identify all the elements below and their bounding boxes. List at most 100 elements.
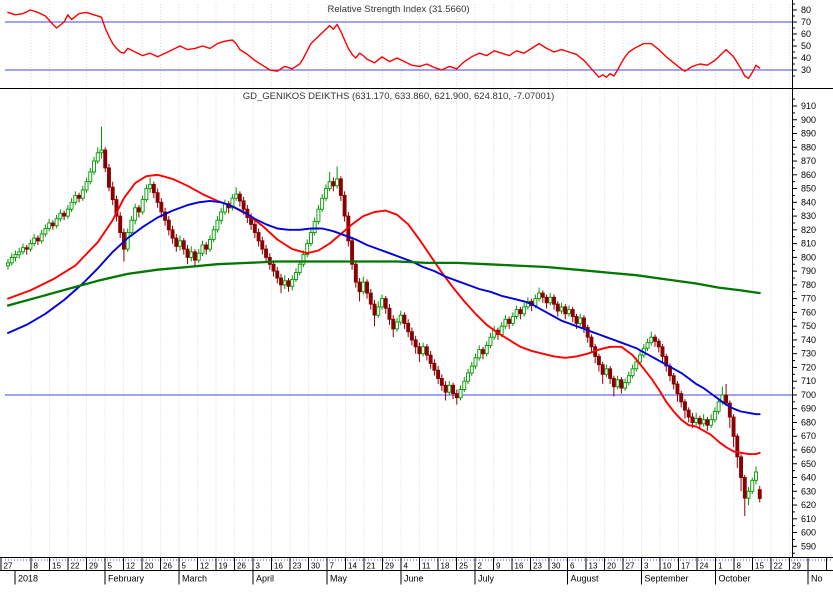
candle-body-down — [731, 416, 736, 437]
candle-body-up — [533, 298, 538, 306]
week-day-label: 26 — [163, 562, 172, 571]
candle-body-up — [327, 181, 332, 190]
price-axis-label: 690 — [801, 404, 816, 414]
candle-body-up — [754, 471, 758, 481]
month-label: April — [256, 574, 274, 584]
candle-body-down — [136, 207, 141, 213]
candle-body-down — [656, 340, 661, 348]
candle-body-up — [95, 152, 100, 162]
candle-body-up — [148, 183, 153, 189]
price-axis-label: 680 — [801, 417, 816, 427]
candle-body-up — [230, 197, 235, 209]
candle-body-down — [724, 394, 729, 404]
candle-body-down — [679, 393, 684, 403]
candle-body-down — [596, 355, 601, 366]
candle-body-up — [297, 263, 302, 273]
candle-body-up — [320, 197, 325, 210]
week-day-label: 20 — [145, 562, 154, 571]
week-day-label: 26 — [237, 562, 246, 571]
candle-body-down — [686, 409, 691, 418]
price-axis-label: 850 — [801, 184, 816, 194]
candle-body-down — [690, 416, 695, 423]
candle-body-down — [436, 369, 441, 379]
price-axis-label: 670 — [801, 431, 816, 441]
candle-body-down — [159, 201, 164, 213]
candle-body-up — [623, 382, 628, 389]
price-axis-label: 610 — [801, 514, 816, 524]
candle-body-up — [645, 342, 650, 349]
week-day-label: 3 — [644, 562, 649, 571]
week-day-label: 27 — [626, 562, 635, 571]
candle-body-down — [664, 355, 669, 367]
candle-body-down — [110, 186, 115, 201]
week-day-label: 15 — [755, 562, 764, 571]
candle-body-down — [155, 192, 160, 203]
candle-body-up — [92, 160, 96, 173]
price-axis-label: 750 — [801, 321, 816, 331]
price-axis-label: 630 — [801, 486, 816, 496]
candle-body-up — [447, 384, 452, 393]
month-label: March — [182, 574, 207, 584]
candle-body-down — [585, 327, 590, 338]
candle-body-down — [286, 280, 291, 287]
candle-body-up — [630, 368, 635, 377]
price-axis-label: 600 — [801, 528, 816, 538]
price-axis-label: 730 — [801, 349, 816, 359]
candle-body-up — [466, 372, 470, 382]
candle-body-up — [6, 262, 10, 267]
candle-body-down — [391, 318, 396, 330]
candle-body-up — [335, 178, 340, 187]
candle-body-up — [638, 354, 643, 363]
candle-body-up — [99, 149, 104, 154]
candle-body-up — [28, 243, 33, 250]
price-axis-label: 770 — [801, 294, 816, 304]
candle-body-down — [50, 222, 55, 227]
candle-body-down — [611, 377, 616, 388]
week-day-label: 1 — [718, 562, 723, 571]
week-day-label: 11 — [422, 562, 431, 571]
week-day-label: 5 — [182, 562, 187, 571]
week-day-label: 4 — [404, 562, 409, 571]
week-day-label: 12 — [126, 562, 135, 571]
candle-body-up — [750, 479, 755, 492]
candle-body-up — [88, 171, 93, 183]
candle-body-down — [555, 303, 560, 312]
candle-body-up — [13, 254, 18, 258]
candle-body-down — [507, 318, 512, 324]
candle-body-down — [260, 240, 265, 250]
week-day-label: 22 — [71, 562, 80, 571]
candle-body-up — [701, 419, 706, 425]
candle-body-down — [271, 263, 276, 272]
candle-body-up — [746, 490, 751, 499]
candle-body-up — [208, 239, 212, 250]
candle-body-up — [716, 401, 721, 412]
price-axis-label: 910 — [801, 101, 816, 111]
year-label: 2018 — [18, 574, 38, 584]
candle-body-down — [264, 248, 269, 258]
candle-body-down — [350, 240, 355, 265]
week-day-label: 23 — [293, 562, 302, 571]
candle-body-up — [200, 244, 205, 254]
candle-body-down — [409, 331, 414, 341]
candle-body-up — [634, 361, 639, 370]
candle-body-down — [735, 435, 740, 458]
rsi-axis-label: 80 — [801, 5, 811, 15]
candle-body-up — [84, 181, 89, 191]
candle-body-down — [342, 194, 347, 217]
rsi-axis-label: 60 — [801, 29, 811, 39]
candle-body-up — [305, 243, 310, 256]
candle-body-up — [462, 380, 467, 390]
month-label: July — [478, 574, 495, 584]
week-day-label: 24 — [700, 562, 709, 571]
candle-body-up — [510, 316, 515, 324]
week-day-label: 25 — [459, 562, 468, 571]
price-axis-label: 790 — [801, 266, 816, 276]
candle-body-down — [151, 183, 156, 194]
candle-body-up — [196, 252, 201, 261]
candle-body-down — [77, 194, 82, 199]
candle-body-up — [47, 222, 52, 229]
candle-body-up — [301, 254, 306, 265]
candle-body-up — [488, 336, 493, 346]
price-axis-label: 800 — [801, 252, 816, 262]
